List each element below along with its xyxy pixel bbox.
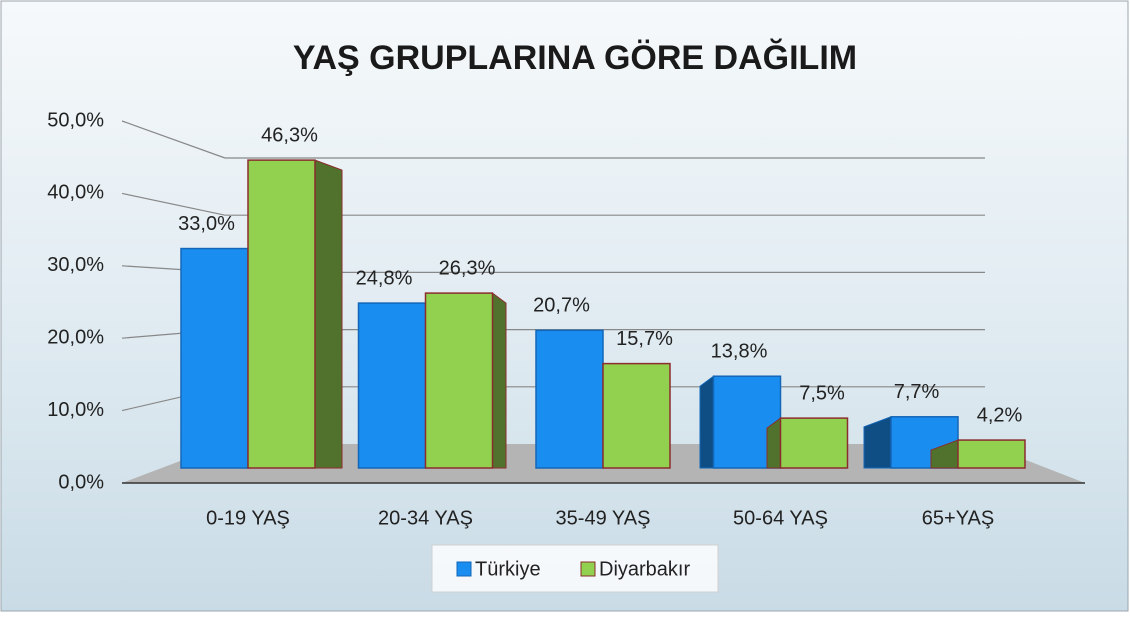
bar	[602, 362, 671, 469]
legend-box	[431, 544, 719, 593]
x-tick-label: 65+YAŞ	[922, 507, 994, 529]
bar-side	[314, 159, 343, 469]
value-label: 33,0%	[178, 213, 235, 235]
grid-line	[121, 120, 226, 159]
grid-line	[121, 192, 226, 216]
bar-side	[699, 375, 714, 469]
y-tick-label: 10,0%	[47, 399, 104, 421]
chart-title: YAŞ GRUPLARINA GÖRE DAĞILIM	[293, 39, 857, 77]
x-tick-label: 0-19 YAŞ	[206, 507, 290, 529]
bar	[957, 439, 1026, 469]
y-tick-label: 0,0%	[58, 471, 104, 493]
x-tick-label: 20-34 YAŞ	[378, 507, 473, 529]
value-label: 13,8%	[711, 341, 768, 363]
x-tick-label: 50-64 YAŞ	[733, 507, 828, 529]
bar	[424, 292, 494, 469]
value-label: 46,3%	[261, 124, 318, 146]
bar	[357, 302, 427, 469]
value-label: 7,7%	[894, 381, 940, 403]
value-label: 4,2%	[977, 404, 1023, 426]
value-label: 15,7%	[616, 328, 673, 350]
legend-label: Diyarbakır	[599, 558, 690, 580]
value-label: 20,7%	[533, 295, 590, 317]
legend-swatch	[456, 561, 472, 577]
y-tick-label: 20,0%	[47, 326, 104, 348]
legend-label: Türkiye	[475, 558, 541, 580]
legend-swatch	[580, 561, 596, 577]
y-tick-label: 40,0%	[47, 182, 104, 204]
bar	[180, 247, 249, 469]
bar-side	[492, 292, 507, 469]
value-label: 7,5%	[799, 382, 845, 404]
value-label: 26,3%	[439, 257, 496, 279]
value-label: 24,8%	[356, 267, 413, 289]
y-tick-label: 50,0%	[47, 109, 104, 131]
y-tick-label: 30,0%	[47, 254, 104, 276]
bar	[247, 159, 316, 469]
bar	[779, 417, 849, 469]
bar	[535, 329, 604, 469]
x-tick-label: 35-49 YAŞ	[556, 507, 651, 529]
